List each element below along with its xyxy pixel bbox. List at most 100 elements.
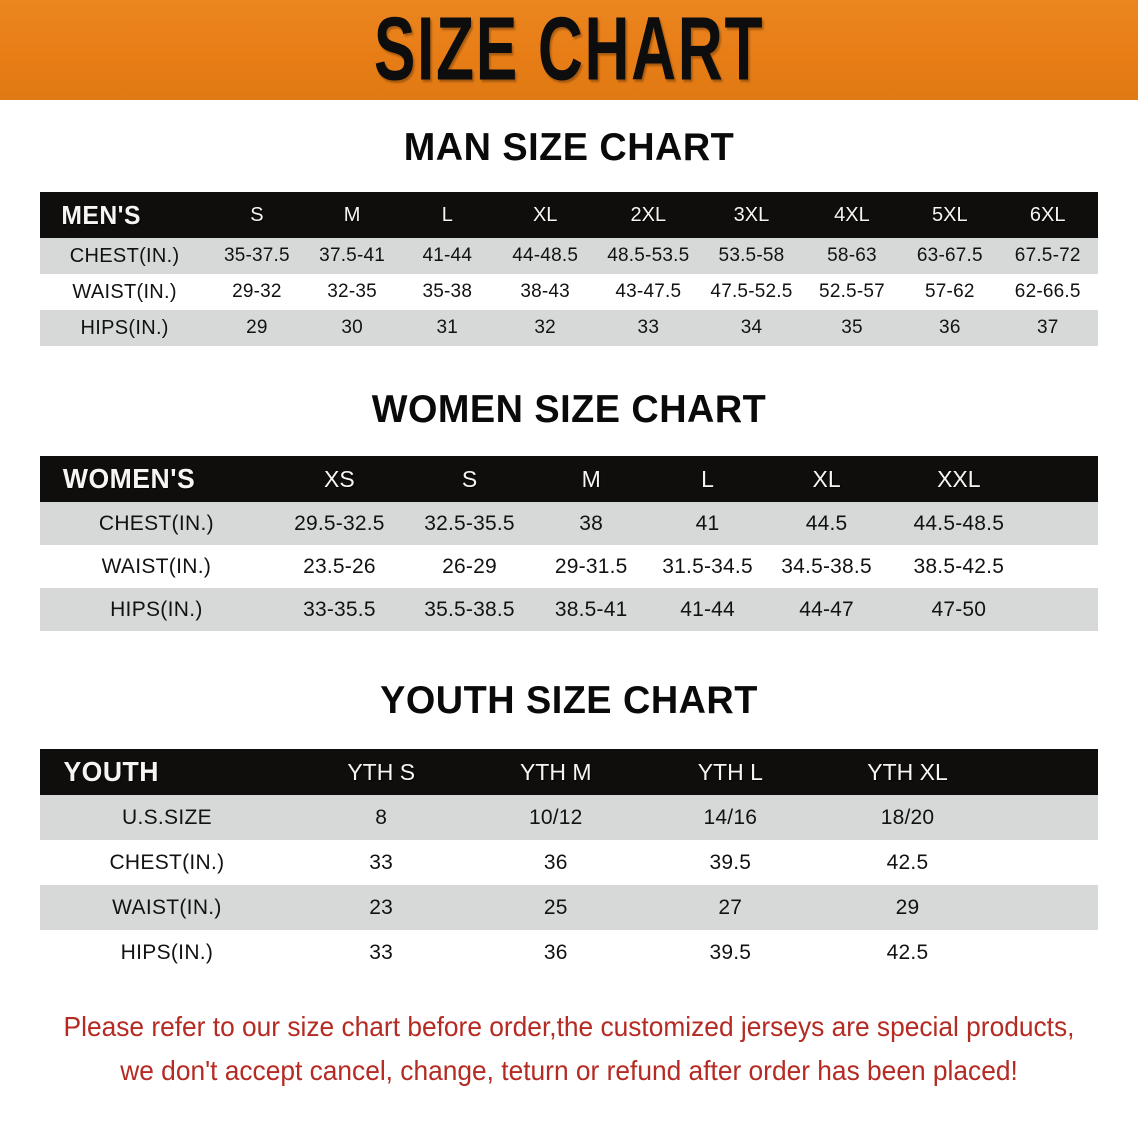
man-chest-m: 37.5-41 [319, 245, 386, 266]
women-hips-xxl: 47-50 [931, 597, 987, 621]
women-row-spacer [1030, 545, 1098, 588]
youth-col-header-yth-m: YTH M [519, 758, 592, 785]
youth-chest-yth-l: 39.5 [709, 850, 752, 874]
youth-waist-yth-m: 25 [543, 895, 568, 919]
women-col-header-m: M [581, 465, 601, 492]
man-chest-5xl: 63-67.5 [916, 245, 983, 266]
women-chest-xxl: 44.5-48.5 [913, 511, 1005, 535]
man-chest-xl: 44-48.5 [512, 245, 579, 266]
man-section-heading: MAN SIZE CHART [403, 126, 735, 169]
women-row-spacer [1030, 588, 1098, 631]
table-row: U.S.SIZE 8 10/12 14/16 18/20 [40, 795, 1098, 840]
women-table-header-row: WOMEN'S XS S M L XL XXL [40, 456, 1098, 502]
women-row-label-hips: HIPS(IN.) [110, 597, 203, 621]
man-waist-s: 29-32 [232, 281, 282, 302]
man-waist-6xl: 62-66.5 [1014, 281, 1081, 302]
women-hips-s: 35.5-38.5 [424, 597, 515, 621]
women-waist-xs: 23.5-26 [303, 554, 376, 578]
youth-row-label-hips: HIPS(IN.) [120, 940, 214, 964]
man-row-label-waist: WAIST(IN.) [72, 280, 177, 303]
table-row: CHEST(IN.) 35-37.5 37.5-41 41-44 44-48.5… [40, 238, 1098, 274]
women-hips-xl: 44-47 [799, 597, 854, 621]
man-col-header-4xl: 4XL [834, 203, 870, 226]
youth-col-header-yth-s: YTH S [347, 758, 416, 785]
man-size-table-wrapper: MEN'S S M L XL 2XL 3XL 4XL 5XL 6XL CHEST… [40, 192, 1098, 346]
youth-size-table-wrapper: YOUTH YTH S YTH M YTH L YTH XL U.S.SIZE … [40, 749, 1098, 975]
man-hips-m: 30 [341, 317, 363, 338]
women-col-header-xxl: XXL [937, 465, 981, 492]
table-row: WAIST(IN.) 29-32 32-35 35-38 38-43 43-47… [40, 274, 1098, 310]
youth-size-table: YOUTH YTH S YTH M YTH L YTH XL U.S.SIZE … [40, 749, 1098, 975]
women-chest-xl: 44.5 [805, 511, 848, 535]
youth-waist-yth-xl: 29 [895, 895, 920, 919]
women-waist-m: 29-31.5 [554, 554, 628, 578]
women-chest-s: 32.5-35.5 [424, 511, 515, 535]
women-size-table: WOMEN'S XS S M L XL XXL CHEST(IN.) 29.5-… [40, 456, 1098, 631]
women-corner-label: WOMEN'S [62, 463, 196, 494]
man-hips-xl: 32 [534, 317, 556, 338]
women-row-spacer [1030, 502, 1098, 545]
youth-section-heading: YOUTH SIZE CHART [380, 679, 758, 722]
youth-row-label-chest: CHEST(IN.) [109, 850, 225, 874]
footer-disclaimer: Please refer to our size chart before or… [62, 1005, 1075, 1093]
women-col-header-s: S [461, 465, 478, 492]
man-col-header-m: M [343, 203, 361, 226]
man-waist-m: 32-35 [327, 281, 377, 302]
table-row: HIPS(IN.) 33-35.5 35.5-38.5 38.5-41 41-4… [40, 588, 1098, 631]
man-waist-4xl: 52.5-57 [819, 281, 885, 302]
page-banner: SIZE CHART [0, 0, 1138, 100]
youth-row-spacer [997, 930, 1098, 975]
table-row: WAIST(IN.) 23.5-26 26-29 29-31.5 31.5-34… [40, 545, 1098, 588]
youth-chest-yth-m: 36 [543, 850, 568, 874]
women-chest-l: 41 [695, 511, 720, 535]
youth-row-label-waist: WAIST(IN.) [112, 895, 222, 919]
man-col-header-5xl: 5XL [932, 203, 968, 226]
women-col-header-l: L [701, 465, 714, 492]
man-col-header-2xl: 2XL [630, 203, 667, 226]
youth-row-label-us-size: U.S.SIZE [121, 805, 212, 829]
youth-row-spacer [997, 840, 1098, 885]
man-hips-2xl: 33 [637, 317, 660, 338]
youth-ussize-yth-m: 10/12 [528, 805, 583, 829]
man-size-table: MEN'S S M L XL 2XL 3XL 4XL 5XL 6XL CHEST… [40, 192, 1098, 346]
man-table-header-row: MEN'S S M L XL 2XL 3XL 4XL 5XL 6XL [40, 192, 1098, 238]
women-header-spacer [1030, 456, 1098, 502]
man-hips-6xl: 37 [1036, 317, 1059, 338]
women-waist-xxl: 38.5-42.5 [913, 554, 1005, 578]
women-waist-l: 31.5-34.5 [662, 554, 753, 578]
youth-waist-yth-l: 27 [718, 895, 743, 919]
man-row-label-hips: HIPS(IN.) [80, 316, 169, 339]
youth-col-header-yth-xl: YTH XL [867, 758, 948, 785]
youth-header-spacer [997, 749, 1098, 795]
man-chest-l: 41-44 [422, 245, 473, 266]
table-row: WAIST(IN.) 23 25 27 29 [40, 885, 1098, 930]
women-hips-m: 38.5-41 [554, 597, 628, 621]
youth-hips-yth-m: 36 [543, 940, 568, 964]
man-corner-label: MEN'S [61, 199, 141, 230]
women-size-table-wrapper: WOMEN'S XS S M L XL XXL CHEST(IN.) 29.5-… [40, 456, 1098, 631]
youth-hips-yth-l: 39.5 [709, 940, 752, 964]
women-chest-m: 38 [579, 511, 604, 535]
man-hips-3xl: 34 [740, 317, 763, 338]
women-chest-xs: 29.5-32.5 [294, 511, 385, 535]
table-row: HIPS(IN.) 29 30 31 32 33 34 35 36 37 [40, 310, 1098, 346]
man-waist-5xl: 57-62 [925, 281, 975, 302]
youth-corner-label: YOUTH [63, 756, 159, 787]
table-row: CHEST(IN.) 29.5-32.5 32.5-35.5 38 41 44.… [40, 502, 1098, 545]
youth-chest-yth-xl: 42.5 [886, 850, 929, 874]
youth-ussize-yth-s: 8 [375, 805, 388, 829]
man-col-header-3xl: 3XL [733, 203, 770, 226]
youth-chest-yth-s: 33 [369, 850, 394, 874]
man-chest-3xl: 53.5-58 [718, 245, 785, 266]
banner-title: SIZE CHART [373, 0, 765, 100]
youth-hips-yth-s: 33 [369, 940, 394, 964]
women-section-heading: WOMEN SIZE CHART [371, 388, 767, 431]
youth-hips-yth-xl: 42.5 [886, 940, 929, 964]
man-chest-2xl: 48.5-53.5 [607, 245, 690, 266]
women-waist-xl: 34.5-38.5 [781, 554, 872, 578]
man-waist-2xl: 43-47.5 [615, 281, 682, 302]
youth-row-spacer [997, 795, 1098, 840]
man-chest-s: 35-37.5 [223, 245, 290, 266]
women-waist-s: 26-29 [442, 554, 497, 578]
